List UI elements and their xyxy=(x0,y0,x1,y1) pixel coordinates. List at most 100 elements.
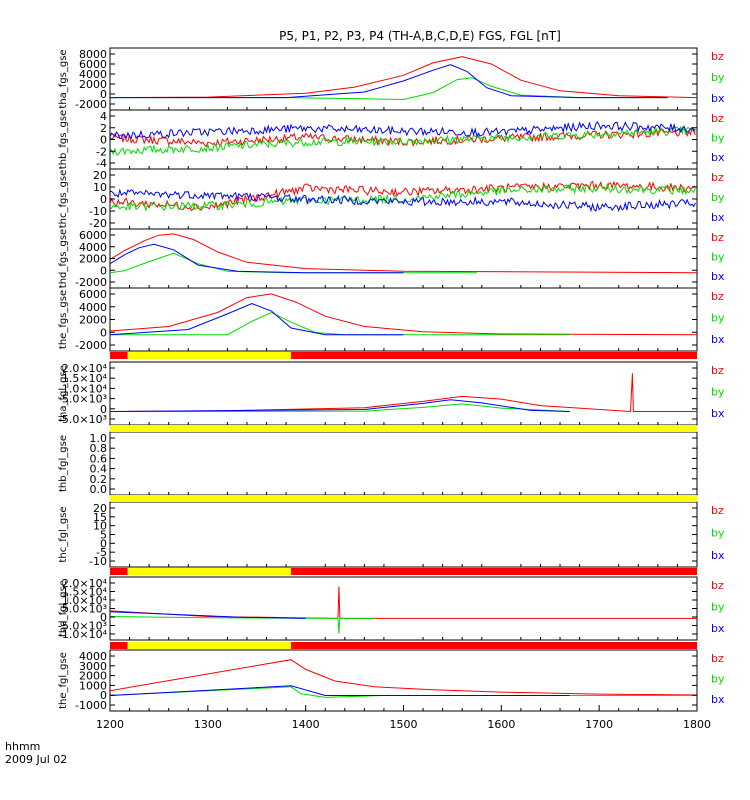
quality-segment-quality_good xyxy=(127,352,291,359)
quality-bar xyxy=(110,495,697,502)
y-tick-label: 5.0×10³ xyxy=(62,393,107,406)
legend-by: by xyxy=(711,191,725,204)
y-tick-label: -5.0×10³ xyxy=(58,620,107,633)
y-tick-label: -2 xyxy=(96,145,107,158)
legend-bx: bx xyxy=(711,151,725,164)
quality-segment-quality_good xyxy=(127,568,291,575)
series-line-by xyxy=(110,182,696,211)
panel-frame xyxy=(109,501,698,568)
legend-bz: bz xyxy=(711,50,724,63)
legend-bx: bx xyxy=(711,333,725,346)
y-tick-label: 2000 xyxy=(79,78,107,91)
y-tick-label: 4 xyxy=(100,110,107,123)
y-tick-label: -5 xyxy=(96,546,107,559)
legend-by: by xyxy=(711,251,725,264)
y-axis-label: thd_fgl_gse xyxy=(58,580,69,637)
x-axis-label-line2: 2009 Jul 02 xyxy=(5,753,67,766)
y-tick-label: -10 xyxy=(89,555,107,568)
y-tick-label: 0.0 xyxy=(90,483,108,496)
legend-bz: bz xyxy=(711,112,724,125)
y-tick-label: -2000 xyxy=(75,339,107,352)
legend-bx: bx xyxy=(711,549,725,562)
series-line-by xyxy=(110,252,477,274)
panel-frame xyxy=(109,361,698,426)
y-tick-label: 1.0×10⁴ xyxy=(62,594,108,607)
y-axis-label: tha_fgs_gse xyxy=(58,49,69,108)
y-tick-label: 1.5×10⁴ xyxy=(62,372,108,385)
y-tick-label: 0 xyxy=(100,134,107,147)
series-line-bx xyxy=(110,243,404,274)
series-line-bx xyxy=(110,685,570,696)
legend-bx: bx xyxy=(711,693,725,706)
series-line-bx xyxy=(110,64,668,99)
x-axis: 1200 1300 1400 1500 1600 1700 1800 xyxy=(96,107,711,731)
y-tick-label: 10 xyxy=(93,181,107,194)
y-axis-label: thc_fgl_gse xyxy=(58,506,69,562)
quality-segment-quality_bad xyxy=(290,568,697,575)
y-tick-label: 4000 xyxy=(79,68,107,81)
quality-segment-quality_good xyxy=(127,642,291,649)
legend-bx: bx xyxy=(711,622,725,635)
panel-thb_fgl_gse: 1.00.80.60.40.20.0 thb_fgl_gse xyxy=(58,431,698,496)
plot-title: P5, P1, P2, P3, P4 (TH-A,B,C,D,E) FGS, F… xyxy=(279,29,561,43)
legend-bx: bx xyxy=(711,270,725,283)
y-axis-label: thd_fgs_gse xyxy=(58,229,69,288)
y-tick-label: 0.8 xyxy=(90,442,108,455)
series-line-by xyxy=(110,77,668,101)
legend-by: by xyxy=(711,132,725,145)
y-axis-label: tha_fgl_gse xyxy=(58,365,69,422)
y-tick-label: 0 xyxy=(100,611,107,624)
legend-by: by xyxy=(711,71,725,84)
quality-bar xyxy=(110,425,697,432)
y-tick-label: -20 xyxy=(89,217,107,230)
y-tick-label: 2.0×10⁴ xyxy=(62,362,108,375)
x-tick-label: 1800 xyxy=(683,718,711,731)
panel-frame xyxy=(109,228,698,289)
y-tick-label: -1.0×10⁴ xyxy=(58,628,108,641)
series-line-bz xyxy=(110,56,697,99)
series-line-bx xyxy=(110,399,570,412)
y-tick-label: 0 xyxy=(100,403,107,416)
legend-bz: bz xyxy=(711,231,724,244)
series-line-bz xyxy=(110,659,697,696)
y-tick-label: 15 xyxy=(93,511,107,524)
y-tick-label: -1000 xyxy=(75,699,107,712)
y-tick-label: 1000 xyxy=(79,679,107,692)
quality-segment-quality_good xyxy=(110,425,697,432)
y-tick-label: 4000 xyxy=(79,650,107,663)
series-line-bz xyxy=(110,586,697,619)
panel-frame xyxy=(109,431,698,496)
y-tick-label: 0 xyxy=(100,193,107,206)
legend-by: by xyxy=(711,527,725,540)
y-tick-label: 0.2 xyxy=(90,473,108,486)
legend-bz: bz xyxy=(711,171,724,184)
y-tick-label: 2000 xyxy=(79,253,107,266)
quality-segment-quality_bad xyxy=(290,352,697,359)
y-tick-label: 20 xyxy=(93,502,107,515)
x-tick-label: 1200 xyxy=(96,718,124,731)
legend-bz: bz xyxy=(711,364,724,377)
series-line-by xyxy=(110,616,375,634)
legend-bz: bz xyxy=(711,652,724,665)
quality-bar xyxy=(110,568,697,575)
quality-segment-quality_bad xyxy=(290,642,697,649)
y-axis-label: the_fgs_gse xyxy=(58,290,69,349)
x-axis-label-line1: hhmm xyxy=(5,740,40,753)
x-tick-label: 1600 xyxy=(487,718,515,731)
y-tick-label: 2000 xyxy=(79,314,107,327)
y-tick-label: 2000 xyxy=(79,670,107,683)
series-line-bz xyxy=(110,373,697,413)
quality-segment-quality_good xyxy=(110,495,697,502)
y-tick-label: 0 xyxy=(100,537,107,550)
y-axis-label: thc_fgs_gse xyxy=(58,170,69,229)
series-line-bx xyxy=(110,188,696,213)
quality-bar xyxy=(110,352,697,359)
series-line-bz xyxy=(110,293,697,336)
y-tick-label: 1.5×10⁴ xyxy=(62,586,108,599)
